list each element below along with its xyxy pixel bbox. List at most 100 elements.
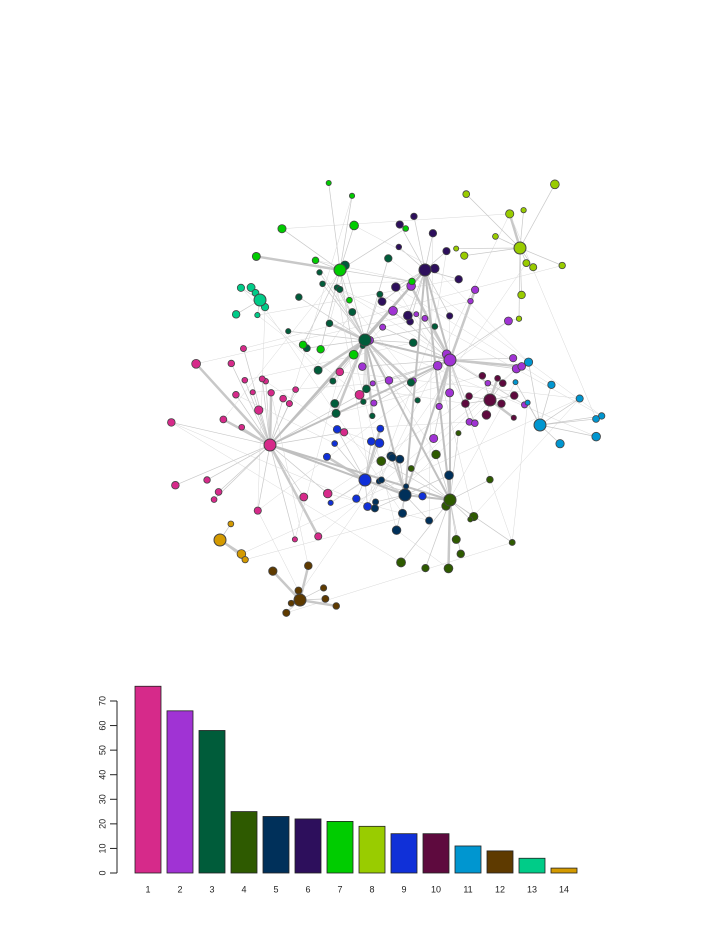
network-node [591, 431, 601, 442]
network-edge [456, 247, 521, 249]
network-node [558, 261, 566, 270]
network-node [478, 372, 487, 380]
network-node [550, 179, 560, 190]
y-tick-label: 20 [97, 819, 107, 829]
network-edge [171, 422, 271, 446]
bar [390, 833, 418, 874]
network-node [453, 245, 460, 252]
network-node [214, 488, 223, 496]
network-edge [223, 265, 346, 420]
network-node [332, 602, 340, 610]
network-edge [222, 418, 271, 447]
x-tick-label: 12 [495, 884, 505, 894]
network-node [523, 357, 534, 367]
network-edge [381, 460, 451, 501]
network-node [370, 399, 378, 407]
network-node [210, 496, 218, 503]
network-node [241, 376, 249, 384]
network-node [287, 599, 295, 607]
network-node [391, 282, 401, 292]
network-node [325, 179, 332, 186]
network-edge [388, 258, 602, 417]
x-tick-label: 4 [241, 884, 246, 894]
network-edge [446, 354, 513, 543]
network-node [331, 440, 338, 447]
network-hub [533, 418, 547, 432]
network-edge [195, 362, 271, 446]
network-edge [363, 428, 382, 481]
network-edge [334, 339, 367, 414]
network-edge [424, 269, 450, 317]
network-node [520, 207, 527, 214]
network-edge [318, 368, 517, 537]
network-edge [315, 260, 413, 282]
network-hub [513, 241, 527, 255]
x-tick-label: 1 [145, 884, 150, 894]
network-edge [235, 394, 271, 446]
network-edge [257, 320, 509, 511]
network-edge [364, 339, 412, 384]
network-node [379, 323, 387, 331]
network-node [335, 367, 345, 377]
network-node [336, 285, 344, 293]
network-edge [320, 269, 341, 350]
network-edge [539, 398, 580, 426]
network-hub [253, 293, 267, 307]
network-node [529, 263, 538, 272]
network-node [512, 379, 519, 386]
network-node [320, 584, 328, 592]
network-node [460, 251, 469, 260]
network-edge [339, 371, 580, 399]
x-tick-label: 13 [527, 884, 537, 894]
network-edge [437, 365, 474, 517]
network-edge [256, 255, 341, 272]
network-edge [257, 444, 271, 511]
x-tick-label: 3 [209, 884, 214, 894]
network-node [388, 453, 397, 462]
bar [230, 811, 258, 874]
network-node [346, 296, 353, 304]
network-edge [257, 279, 459, 316]
network-edge [449, 320, 509, 361]
network-node [431, 323, 439, 330]
network-edge [289, 311, 353, 404]
network-edge [288, 330, 366, 341]
network-node [465, 392, 473, 400]
network-node [360, 398, 367, 405]
network-edge [281, 228, 341, 271]
network-edge [269, 444, 406, 496]
network-edge [364, 339, 406, 496]
network-node [299, 492, 309, 502]
network-edge [464, 247, 521, 257]
network-hub [398, 488, 412, 502]
network-node [547, 380, 556, 389]
network-edge [336, 287, 411, 322]
network-edge [328, 182, 341, 271]
network-node [285, 328, 292, 335]
network-edge [322, 283, 366, 341]
network-node [332, 425, 342, 434]
network-node [376, 290, 384, 298]
network-edge [268, 444, 320, 538]
network-edge [395, 286, 466, 404]
network-edge [315, 260, 437, 455]
network-hub [418, 263, 432, 277]
y-tick-label: 70 [97, 696, 107, 706]
network-edge [336, 375, 483, 414]
network-node [330, 399, 340, 408]
network-node [241, 556, 249, 564]
network-node [432, 360, 443, 371]
network-node [413, 311, 420, 318]
network-node [352, 494, 361, 503]
network-edge [339, 269, 413, 282]
bar [486, 850, 514, 874]
network-edge [449, 359, 476, 424]
network-node [236, 549, 247, 559]
network-node [323, 488, 333, 499]
network-edge [405, 401, 490, 487]
network-node [446, 312, 454, 320]
network-edge [435, 454, 451, 501]
network-node [325, 319, 334, 328]
network-node [484, 379, 492, 387]
network-edge [407, 269, 426, 316]
